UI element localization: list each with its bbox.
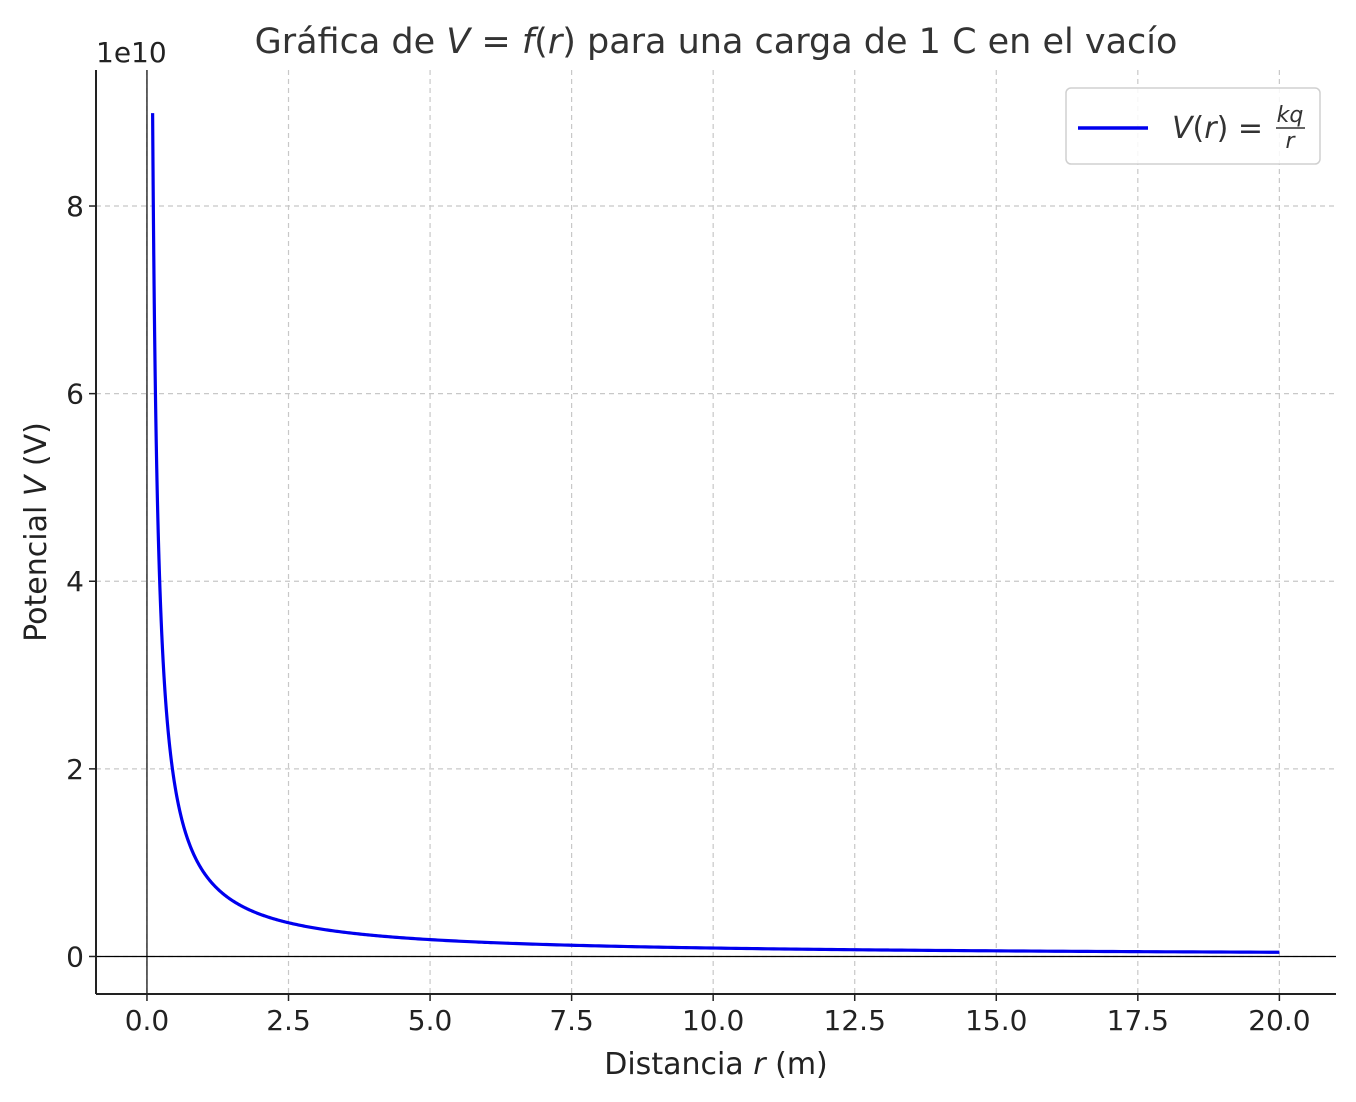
- legend-box: [1065, 87, 1321, 165]
- y-tick-label: 4: [66, 565, 84, 598]
- legend-fraction-denominator: r: [1285, 129, 1296, 154]
- y-tick-label: 2: [66, 753, 84, 786]
- x-axis-label: Distancia r (m): [604, 1047, 828, 1082]
- legend-fraction-numerator: kq: [1277, 103, 1304, 128]
- x-tick-label: 0.0: [125, 1004, 170, 1037]
- legend: V(r) = kq r: [1065, 87, 1321, 165]
- chart-title: Gráfica de V = f(r) para una carga de 1 …: [255, 22, 1178, 62]
- x-tick-label: 10.0: [682, 1004, 744, 1037]
- y-offset-label: 1e10: [96, 36, 167, 69]
- x-tick-label: 20.0: [1248, 1004, 1310, 1037]
- legend-label: V(r) =: [1172, 111, 1263, 146]
- grid: [96, 70, 1336, 994]
- series: [151, 113, 1280, 954]
- x-tick-label: 7.5: [549, 1004, 594, 1037]
- y-tick-label: 0: [66, 940, 84, 973]
- y-axis-label: Potencial V (V): [19, 422, 54, 642]
- x-tick-label: 15.0: [965, 1004, 1027, 1037]
- series-line: [151, 113, 1280, 954]
- x-tick-label: 2.5: [266, 1004, 311, 1037]
- x-tick-label: 5.0: [408, 1004, 453, 1037]
- x-tick-label: 17.5: [1107, 1004, 1169, 1037]
- zero-lines: [96, 70, 1336, 994]
- axes: [95, 70, 1336, 995]
- y-tick-label: 8: [66, 190, 84, 223]
- y-ticks: 0 2 4 6 8: [66, 190, 96, 973]
- y-tick-label: 6: [66, 378, 84, 411]
- x-ticks: 0.0 2.5 5.0 7.5 10.0 12.5 15.0 17.5 20.0: [125, 994, 1311, 1037]
- x-tick-label: 12.5: [824, 1004, 886, 1037]
